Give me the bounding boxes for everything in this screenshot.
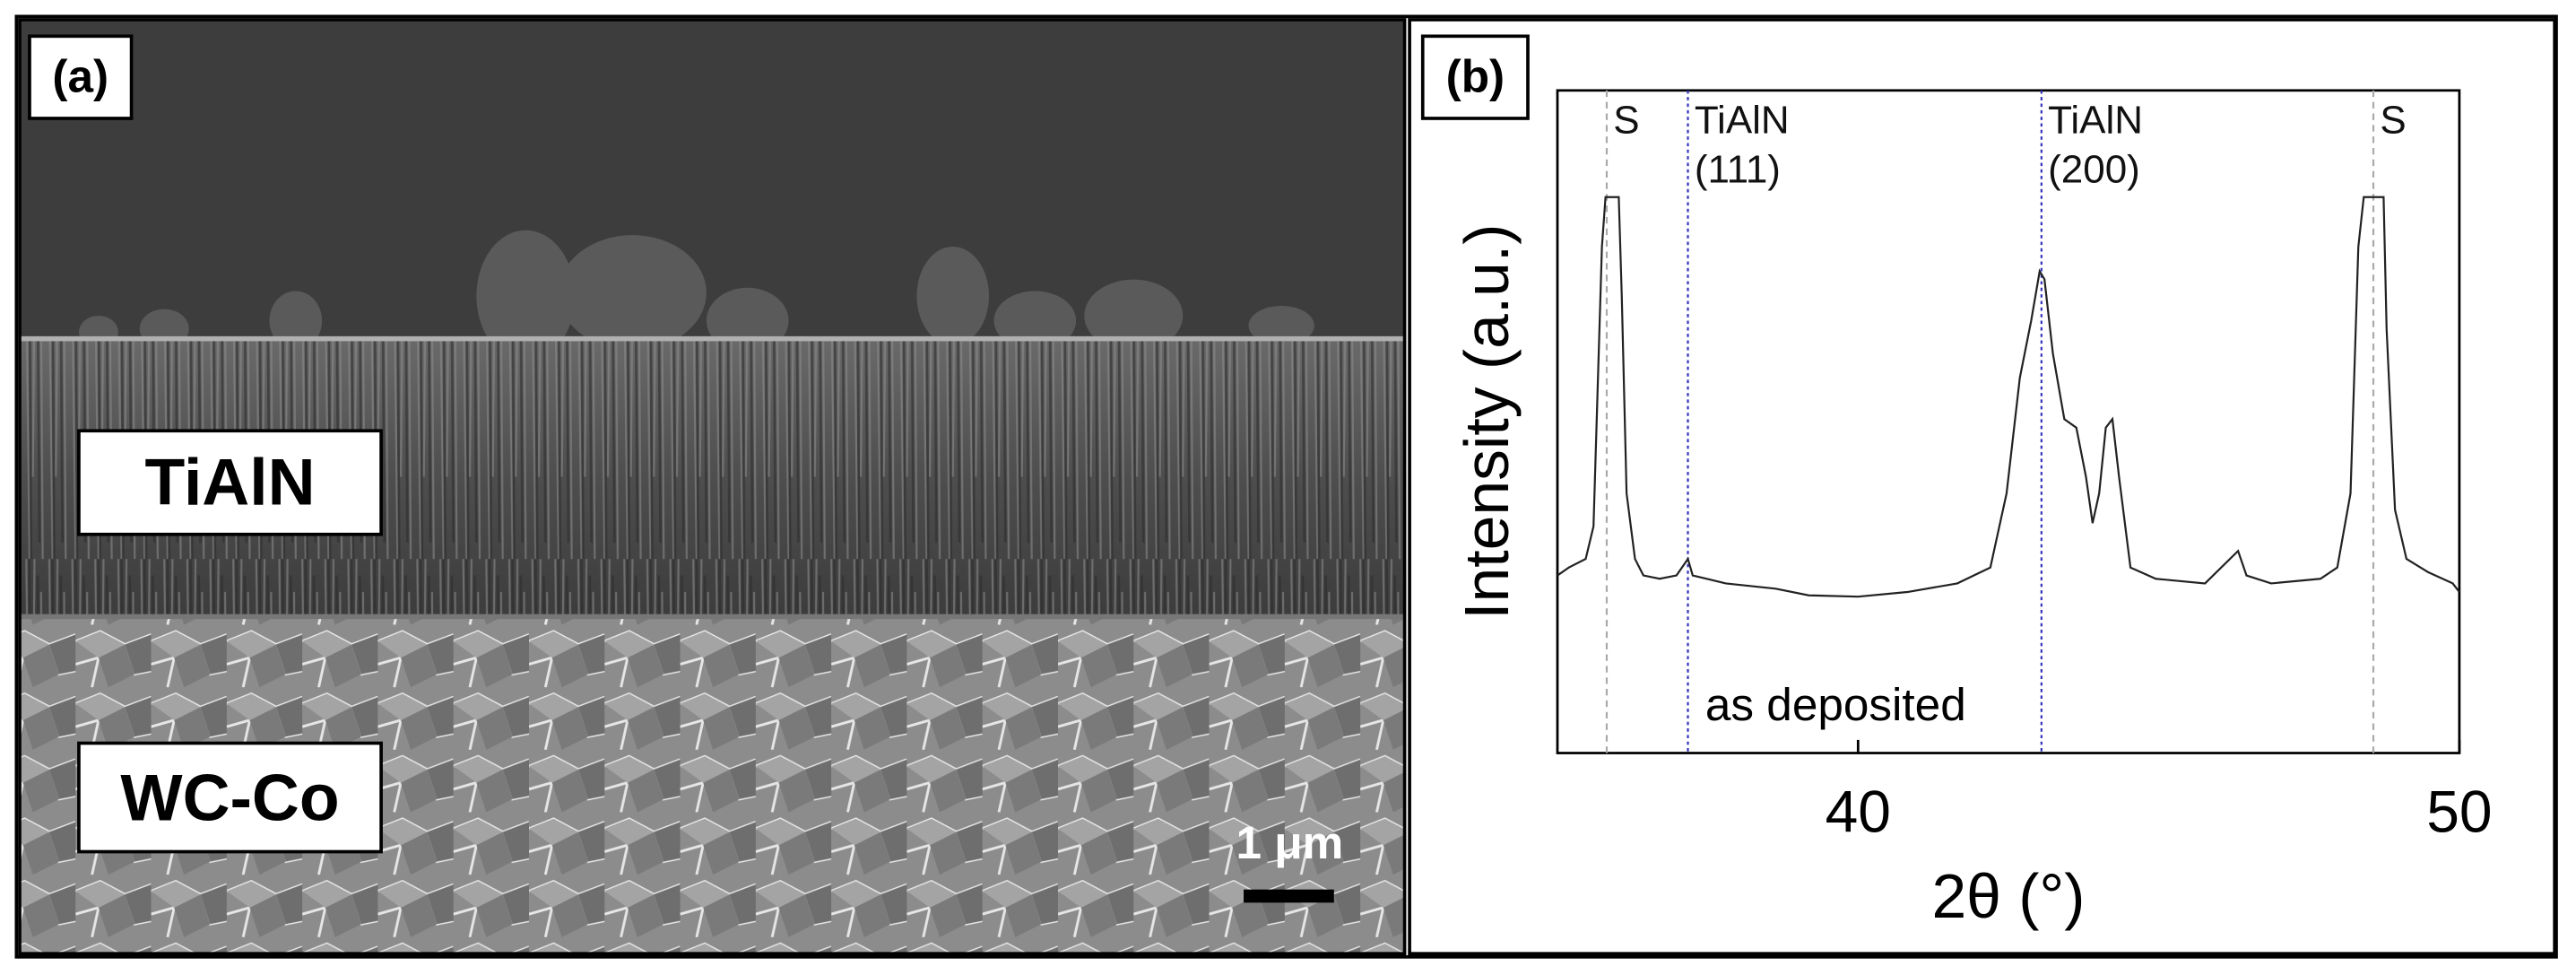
scale-bar	[1244, 889, 1334, 903]
layer-label: WC-Co	[120, 762, 339, 835]
annotation: as deposited	[1705, 679, 1966, 730]
peak-label: TiAlN	[2048, 98, 2143, 142]
panel-label-box	[28, 34, 134, 120]
panel-b-frame	[1408, 18, 2557, 956]
layer-label: TiAlN	[145, 446, 316, 519]
layer-label-box	[77, 741, 383, 854]
x-tick-label: 50	[2426, 779, 2492, 845]
plot: S TiAlN (111) TiAlN (200) S 40 50 2θ (°) Intensit…	[1452, 89, 2493, 931]
peak-label: (111)	[1695, 147, 1781, 191]
panel-label-box	[1420, 34, 1530, 120]
data-line	[1557, 196, 2460, 598]
panel-label: (a)	[52, 51, 108, 102]
peak-label: (200)	[2048, 147, 2140, 191]
panel-label: (b)	[1446, 51, 1505, 102]
x-axis-label: 2θ (°)	[1931, 861, 2085, 931]
scale-bar-label: 1 μm	[1236, 817, 1343, 868]
x-tick-label: 40	[1826, 779, 1891, 845]
plot-frame	[1556, 89, 2461, 754]
panel-a-frame	[18, 18, 1407, 956]
peak-label: S	[2380, 98, 2406, 142]
layer-label-box	[77, 429, 383, 536]
y-axis-label: Intensity (a.u.)	[1452, 224, 1522, 620]
peak-label: S	[1613, 98, 1639, 142]
peak-label: TiAlN	[1695, 98, 1790, 142]
